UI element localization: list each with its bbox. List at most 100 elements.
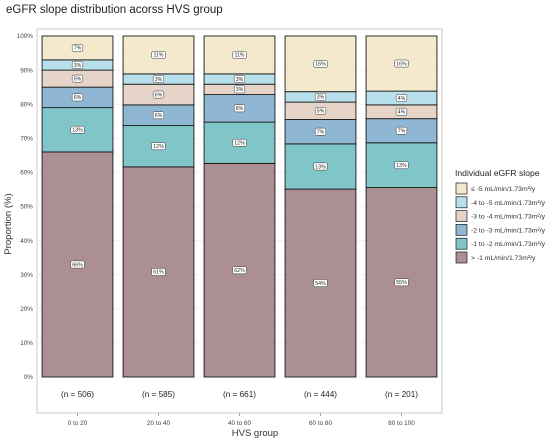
legend-swatch [455, 210, 468, 222]
data-label-text: 12% [234, 141, 245, 147]
y-tick-label: 40% [20, 238, 33, 245]
y-tick-label: 0% [24, 374, 34, 381]
y-axis-title: Proportion (%) [3, 193, 14, 254]
data-label-box [233, 85, 246, 94]
data-label-box [152, 90, 165, 99]
sample-size-label: (n = 506) [61, 390, 94, 399]
chart-title: eGFR slope distribution acorss HVS group [6, 4, 223, 16]
legend-swatch [455, 251, 468, 264]
y-tick-label: 20% [20, 306, 33, 313]
y-axis-ticks: 0% 10% 20% 30% 40% 50% 60% 70% 80% 90% 100% [17, 33, 34, 381]
legend-swatch [455, 224, 468, 236]
data-label-text: 61% [153, 270, 164, 276]
data-label: 11% [151, 51, 166, 59]
data-label-box [151, 51, 166, 59]
data-label-box [314, 106, 327, 115]
x-tick-label: 20 to 40 [147, 420, 171, 427]
data-label-text: 5% [317, 109, 325, 115]
data-label: 8% [233, 104, 246, 113]
legend-label: -1 to -2 mL/min/1.73m²/y [471, 241, 546, 248]
legend-item: ≤ -5 mL/min/1.73m²/y [455, 182, 536, 195]
data-label-text: 7% [398, 129, 406, 135]
data-label-box [395, 107, 408, 116]
sample-size-label: (n = 444) [304, 390, 337, 399]
data-label: 16% [313, 59, 328, 68]
data-label-text: 3% [236, 87, 244, 93]
data-label-text: 55% [396, 280, 407, 286]
legend-title: Individual eGFR slope [455, 168, 540, 178]
data-label: 5% [71, 74, 84, 83]
data-label: 12% [151, 142, 166, 151]
data-label-text: 7% [74, 46, 82, 52]
data-label-box [151, 142, 166, 151]
y-tick-label: 50% [20, 204, 33, 211]
data-label-box [232, 51, 247, 59]
data-label: 7% [314, 127, 327, 136]
data-label-text: 12% [153, 144, 164, 150]
legend-item: -1 to -2 mL/min/1.73m²/y [455, 237, 546, 250]
bar-segment [122, 35, 195, 75]
data-label-text: 6% [155, 92, 163, 98]
data-label-box [70, 260, 85, 269]
data-label-box [232, 138, 247, 147]
data-label: 11% [232, 51, 247, 59]
data-label-box [71, 74, 84, 83]
legend-label: -3 to -4 mL/min/1.73m²/y [471, 214, 546, 221]
legend-swatch [455, 182, 468, 195]
data-label: 3% [233, 85, 246, 94]
x-tick-label: 80 to 100 [388, 420, 415, 427]
data-label-box [232, 266, 247, 275]
legend-item: > -1 mL/min/1.73m²/y [455, 251, 536, 264]
data-label-text: 3% [74, 63, 82, 69]
data-label: 6% [71, 93, 84, 102]
data-label-box [313, 59, 328, 68]
data-label-box [151, 268, 166, 276]
sample-size-label: (n = 201) [385, 390, 418, 399]
data-label-box [394, 161, 409, 170]
data-label-text: 3% [155, 77, 163, 83]
data-label: 6% [152, 111, 165, 120]
data-label: 13% [70, 125, 85, 134]
data-label: 54% [313, 279, 328, 287]
data-label-text: 13% [396, 163, 407, 169]
data-label-text: 4% [398, 96, 406, 102]
data-label-text: 8% [236, 106, 244, 112]
x-tick-label: 40 to 60 [228, 420, 252, 427]
data-labels: 66% 13% 6% 5% 3% 7% 61% 12% 6% 6% 3% 11% 62% 12% 8% 3% 3… [70, 44, 409, 287]
data-label-box [313, 279, 328, 287]
data-label-box [395, 94, 408, 102]
data-label: 12% [232, 138, 247, 147]
y-tick-label: 30% [20, 272, 33, 279]
data-label-box [71, 93, 84, 102]
x-axis-title: HVS group [232, 428, 278, 439]
legend-label: -4 to -5 mL/min/1.73m²/y [471, 200, 546, 207]
data-label-box [314, 127, 327, 136]
y-tick-label: 60% [20, 170, 33, 177]
sample-size-label: (n = 585) [142, 390, 175, 399]
data-label-text: 4% [398, 110, 406, 116]
data-label-text: 62% [234, 268, 245, 274]
legend-item: -3 to -4 mL/min/1.73m²/y [455, 210, 546, 222]
data-label-box [394, 278, 409, 287]
data-label-box [71, 61, 84, 69]
data-label-text: 3% [236, 77, 244, 83]
data-label: 13% [313, 162, 328, 171]
data-label-box [395, 126, 408, 135]
legend-label: -2 to -3 mL/min/1.73m²/y [471, 227, 546, 234]
data-label-text: 13% [72, 128, 83, 134]
data-label: 13% [394, 161, 409, 170]
data-label-box [314, 93, 327, 101]
data-label: 62% [232, 266, 247, 275]
data-label: 5% [314, 106, 327, 115]
data-label: 3% [233, 75, 246, 83]
data-label: 16% [394, 59, 409, 68]
data-label-text: 11% [154, 53, 164, 59]
y-tick-label: 100% [17, 33, 34, 40]
data-label: 4% [395, 107, 408, 116]
data-label-text: 6% [74, 95, 82, 101]
data-label-box [394, 59, 409, 68]
legend-label: > -1 mL/min/1.73m²/y [471, 255, 536, 262]
data-label-text: 11% [235, 53, 245, 59]
y-tick-label: 10% [20, 340, 33, 347]
data-label-text: 7% [317, 129, 325, 135]
